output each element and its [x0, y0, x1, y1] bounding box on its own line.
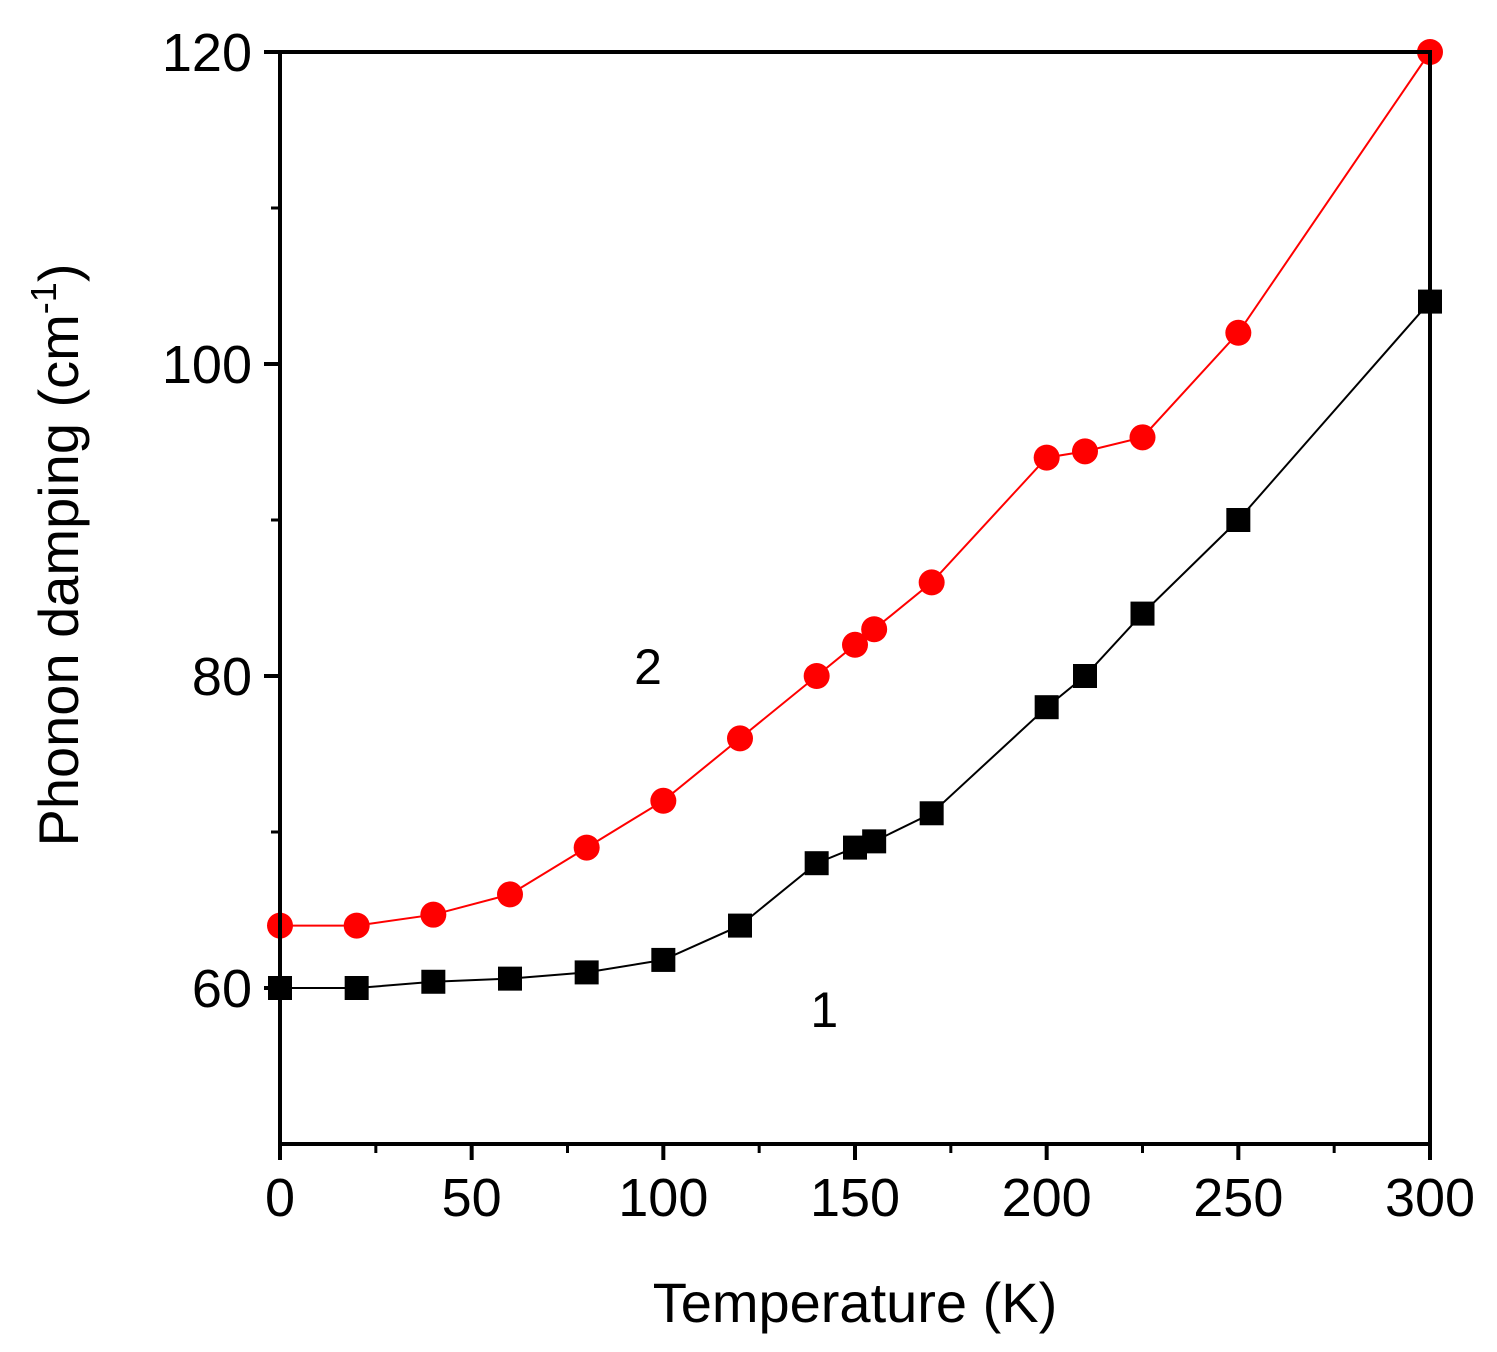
x-tick-label-6: 300	[1385, 1168, 1475, 1228]
series-1-point-3	[498, 966, 522, 991]
series-2-point-1	[343, 912, 370, 939]
series-2	[267, 39, 1443, 939]
y-axis-title-main: Phonon damping (cm	[27, 314, 90, 846]
ticks-layer	[264, 50, 1432, 1160]
series-2-line	[280, 51, 1431, 927]
labels-layer: 0 50 100 150 200 250 300 60 80 100 120 1 2	[162, 23, 1475, 1228]
series-1-point-4	[574, 960, 599, 985]
series-2-point-6	[727, 725, 753, 752]
series-2-point-10	[918, 569, 945, 596]
series-2-point-9	[861, 616, 888, 643]
curve-label-1: 1	[810, 982, 838, 1038]
series-1	[268, 289, 1442, 1000]
x-axis-title: Temperature (K)	[653, 1271, 1058, 1334]
y-tick-label-1: 80	[192, 647, 252, 707]
series-1-point-13	[1130, 601, 1155, 626]
x-tick-label-4: 200	[1002, 1168, 1092, 1228]
series-2-point-8	[842, 631, 868, 658]
series-2-point-4	[573, 834, 600, 861]
x-tick-label-0: 0	[265, 1168, 295, 1228]
series-1-line	[280, 300, 1431, 989]
series-1-point-1	[344, 976, 369, 1000]
series-1-point-9	[862, 829, 887, 854]
series-2-point-13	[1129, 424, 1156, 451]
y-axis-title-superscript: -1	[23, 282, 64, 314]
y-axis-title-close: )	[27, 264, 90, 283]
series-2-point-3	[497, 881, 523, 908]
series-2-point-14	[1225, 319, 1252, 346]
series-1-point-2	[421, 969, 446, 994]
series-1-point-11	[1034, 695, 1059, 720]
series-1-point-12	[1073, 664, 1097, 688]
series-1-point-6	[728, 913, 752, 938]
series-1-point-10	[919, 801, 944, 826]
series-1-point-7	[804, 851, 829, 876]
x-tick-label-2: 100	[618, 1168, 708, 1228]
x-tick-label-5: 250	[1193, 1168, 1283, 1228]
y-tick-label-0: 60	[192, 959, 252, 1019]
curve-label-2: 2	[634, 639, 662, 695]
series-2-point-2	[420, 901, 447, 928]
series-2-point-11	[1033, 444, 1060, 471]
series-1-point-14	[1226, 508, 1251, 532]
x-tick-label-3: 150	[810, 1168, 900, 1228]
series-2-point-5	[650, 787, 677, 814]
series-2-point-12	[1072, 438, 1098, 465]
y-tick-label-2: 100	[162, 335, 252, 395]
x-tick-label-1: 50	[442, 1168, 502, 1228]
series-2-point-7	[803, 663, 830, 689]
y-axis-title: Phonon damping (cm-1)	[23, 264, 90, 847]
y-tick-label-3: 120	[162, 23, 252, 83]
series-1-point-5	[651, 947, 676, 972]
series-layer	[267, 39, 1443, 1000]
